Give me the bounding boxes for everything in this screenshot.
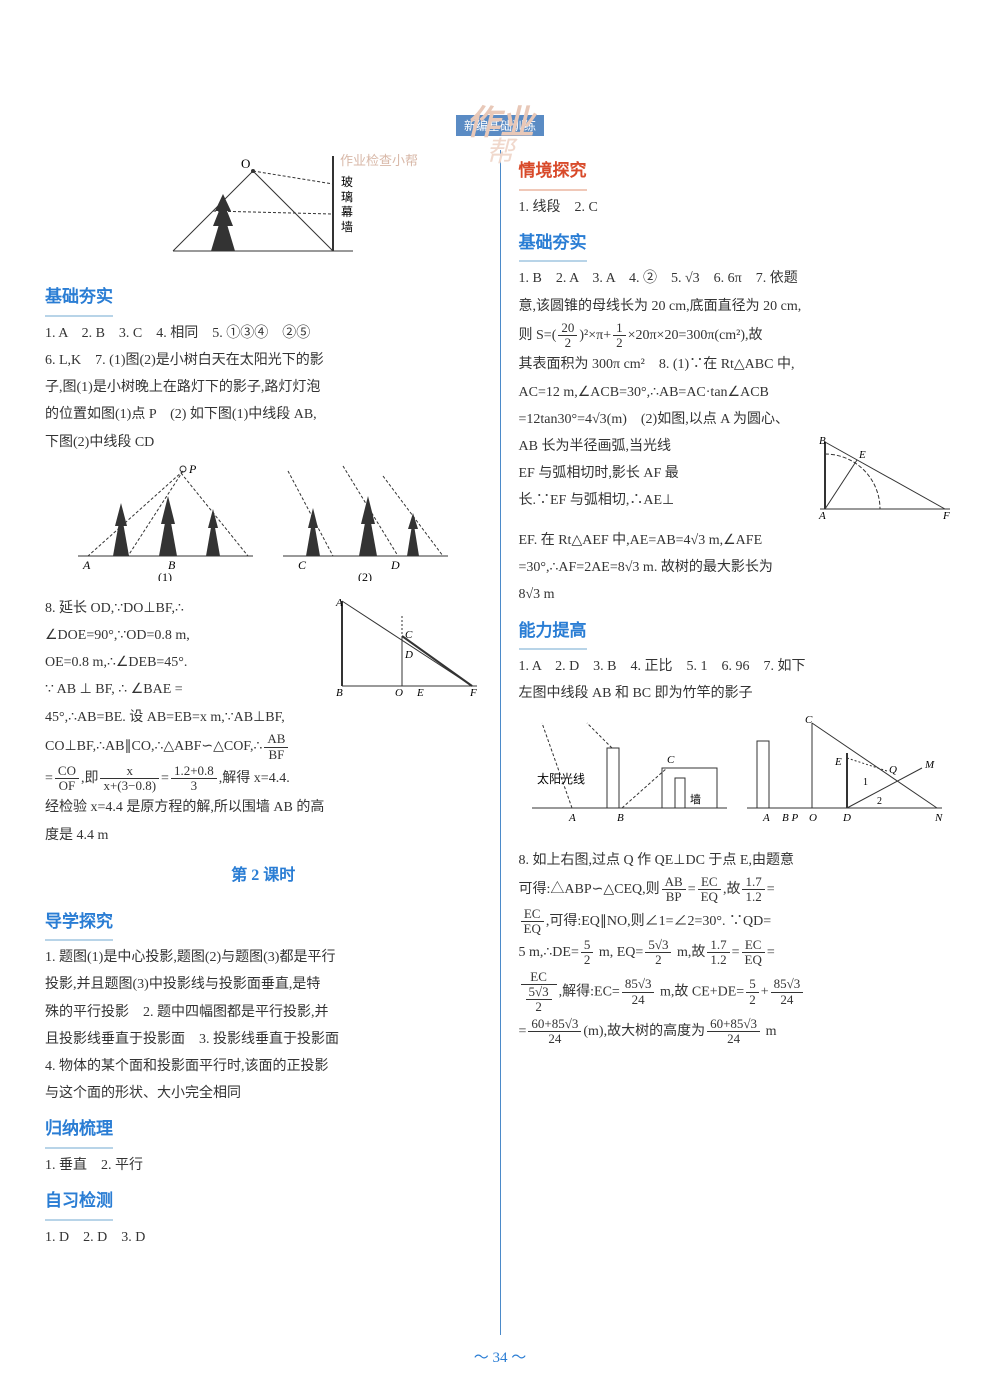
svg-text:M: M: [924, 759, 935, 771]
svg-text:E: E: [858, 449, 866, 461]
svg-text:璃: 璃: [341, 190, 353, 204]
diagram-bamboo: 太阳光线 C 墙 A B C M Q E A B P O D: [519, 713, 956, 842]
svg-text:墙: 墙: [690, 792, 701, 806]
diagram-glass-wall: O 玻 璃 幕 墙: [45, 156, 482, 270]
section-selftest-title: 自习检测: [45, 1186, 113, 1221]
text-line: 的位置如图(1)点 P (2) 如下图(1)中线段 AB,: [45, 402, 482, 427]
text-line: =COOF,即xx+(3−0.8)=1.2+0.83,解得 x=4.4.: [45, 764, 482, 794]
text-line: 1. A 2. B 3. C 4. 相同 5. ①③④ ②⑤: [45, 321, 482, 346]
lesson-2-title: 第 2 课时: [45, 862, 482, 891]
text-line: 与这个面的形状、大小完全相同: [45, 1081, 482, 1106]
text-line: =60+85√324(m),故大树的高度为60+85√324 m: [519, 1017, 956, 1047]
svg-text:A: A: [762, 812, 770, 824]
section-summary-title: 归纳梳理: [45, 1114, 113, 1149]
svg-text:A: A: [568, 812, 576, 824]
right-column: 情境探究 1. 线段 2. C 基础夯实 1. B 2. A 3. A 4. ②…: [519, 150, 956, 1335]
text-line: 投影,并且题图(3)中投影线与投影面垂直,是特: [45, 972, 482, 997]
text-line: 45°,∴AB=BE. 设 AB=EB=x m,∵AB⊥BF,: [45, 705, 482, 730]
svg-text:B P: B P: [782, 812, 798, 824]
column-divider: [500, 150, 501, 1335]
text-line: 4. 物体的某个面和投影面平行时,该面的正投影: [45, 1054, 482, 1079]
svg-text:E: E: [416, 687, 424, 696]
section-basics-r-title: 基础夯实: [519, 228, 587, 263]
text-line: 且投影线垂直于投影面 3. 投影线垂直于投影面: [45, 1027, 482, 1052]
label-O: O: [241, 156, 250, 171]
text-line: CO⊥BF,∴AB∥CO,∴△ABF∽△COF,∴ABBF: [45, 732, 482, 762]
text-line: 意,该圆锥的母线长为 20 cm,底面直径为 20 cm,: [519, 294, 956, 319]
svg-text:C: C: [405, 629, 413, 641]
text-line: 1. D 2. D 3. D: [45, 1225, 482, 1250]
svg-text:B: B: [819, 435, 826, 447]
svg-text:C: C: [805, 714, 813, 726]
svg-text:2: 2: [877, 796, 882, 807]
diagram-wall-shadow: A C D B O E F: [332, 596, 482, 705]
svg-text:A: A: [818, 510, 826, 519]
page-content: O 玻 璃 幕 墙 基础夯实 1. A 2. B 3. C 4. 相同 5. ①…: [45, 150, 955, 1335]
text-line: 1. 题图(1)是中心投影,题图(2)与题图(3)都是平行: [45, 945, 482, 970]
svg-text:B: B: [336, 687, 343, 696]
section-guide-title: 导学探究: [45, 907, 113, 942]
svg-text:O: O: [395, 687, 403, 696]
text-line: =30°,∴AF=2AE=8√3 m. 故树的最大影长为: [519, 555, 956, 580]
section-basics-title: 基础夯实: [45, 282, 113, 317]
diagram-shadows: P A B (1) C D (2): [45, 461, 482, 590]
text-line: 8. 如上右图,过点 Q 作 QE⊥DC 于点 E,由题意: [519, 848, 956, 873]
section-context-title: 情境探究: [519, 156, 587, 191]
text-line: 可得:△ABP∽△CEQ,则ABBP=ECEQ,故1.71.2=: [519, 875, 956, 905]
text-line: 8√3 m: [519, 582, 956, 607]
text-line: =12tan30°=4√3(m) (2)如图,以点 A 为圆心、: [519, 407, 956, 432]
svg-text:B: B: [617, 812, 624, 824]
left-column: O 玻 璃 幕 墙 基础夯实 1. A 2. B 3. C 4. 相同 5. ①…: [45, 150, 482, 1335]
text-line: 子,图(1)是小树晚上在路灯下的影子,路灯灯泡: [45, 375, 482, 400]
svg-text:D: D: [404, 649, 413, 661]
section-ability-title: 能力提高: [519, 616, 587, 651]
label-glass: 玻: [341, 175, 353, 189]
header-stamp: 新编基础训练: [456, 115, 544, 136]
svg-text:(2): (2): [358, 570, 372, 581]
text-line: 其表面积为 300π cm² 8. (1)∵在 Rt△ABC 中,: [519, 352, 956, 377]
svg-text:D: D: [842, 812, 851, 824]
text-line: ECEQ,可得:EQ∥NO,则∠1=∠2=30°. ∵QD=: [519, 907, 956, 937]
text-line: 殊的平行投影 2. 题中四幅图都是平行投影,并: [45, 1000, 482, 1025]
text-line: 1. A 2. D 3. B 4. 正比 5. 1 6. 96 7. 如下: [519, 654, 956, 679]
svg-text:A: A: [335, 597, 343, 609]
svg-text:C: C: [298, 558, 307, 572]
svg-text:1: 1: [863, 777, 868, 788]
text-line: EF. 在 Rt△AEF 中,AE=AB=4√3 m,∠AFE: [519, 528, 956, 553]
svg-text:太阳光线: 太阳光线: [537, 771, 585, 786]
text-line: 6. L,K 7. (1)图(2)是小树白天在太阳光下的影: [45, 348, 482, 373]
svg-text:O: O: [809, 812, 817, 824]
text-line: 1. 线段 2. C: [519, 195, 956, 220]
text-line: 左图中线段 AB 和 BC 即为竹竿的影子: [519, 681, 956, 706]
text-line: 则 S=(202)²×π+12×20π×20=300π(cm²),故: [519, 321, 956, 351]
svg-text:Q: Q: [889, 764, 897, 776]
svg-text:E: E: [834, 756, 842, 768]
svg-text:F: F: [469, 687, 477, 696]
svg-text:A: A: [82, 558, 91, 572]
svg-text:D: D: [390, 558, 400, 572]
svg-text:(1): (1): [158, 570, 172, 581]
svg-text:幕: 幕: [341, 205, 353, 219]
svg-text:F: F: [942, 510, 950, 519]
text-line: EC5√32,解得:EC=85√324 m,故 CE+DE=52+85√324: [519, 970, 956, 1015]
diagram-arc-shadow: B E A F: [815, 434, 955, 528]
svg-text:N: N: [934, 812, 943, 824]
svg-text:墙: 墙: [341, 220, 353, 234]
text-line: 经检验 x=4.4 是原方程的解,所以围墙 AB 的高: [45, 795, 482, 820]
svg-text:C: C: [667, 754, 675, 766]
svg-text:P: P: [188, 462, 197, 476]
page-number: ～ 34 ～: [474, 1346, 527, 1367]
text-line: 度是 4.4 m: [45, 823, 482, 848]
text-line: 1. B 2. A 3. A 4. ② 5. √3 6. 6π 7. 依题: [519, 266, 956, 291]
text-line: 1. 垂直 2. 平行: [45, 1153, 482, 1178]
text-line: 5 m,∴DE=52 m, EQ=5√32 m,故1.71.2=ECEQ=: [519, 938, 956, 968]
text-line: 下图(2)中线段 CD: [45, 430, 482, 455]
text-line: AC=12 m,∠ACB=30°,∴AB=AC·tan∠ACB: [519, 380, 956, 405]
